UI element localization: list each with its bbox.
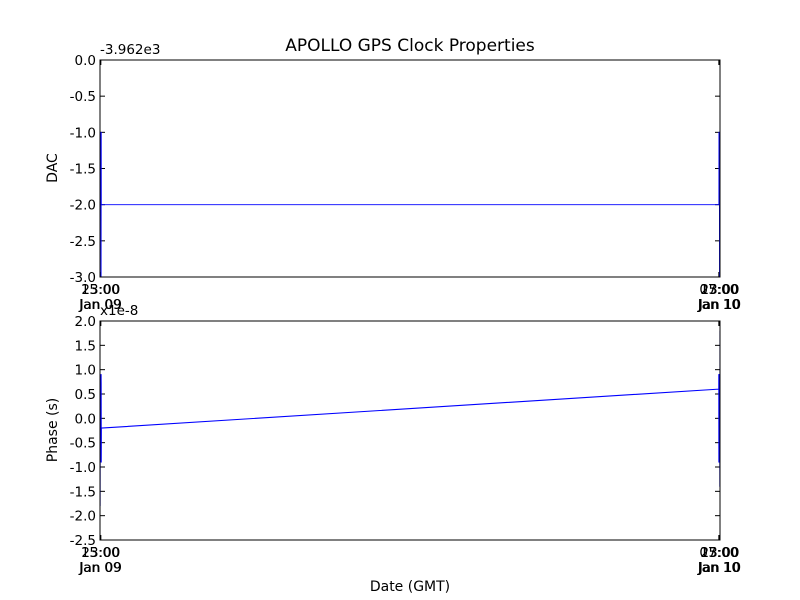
dac-y-axis-label: DAC: [45, 153, 61, 183]
phase-x-tick-time-label: 07:00: [699, 545, 738, 561]
phase-y-tick-label: -1.5: [70, 484, 96, 500]
phase-y-tick-label: -1.0: [70, 460, 96, 476]
dac-x-tick-date-label: Jan 09: [79, 297, 122, 313]
phase-y-tick-label: -0.5: [70, 436, 96, 452]
phase-panel: x1e-8 Phase (s) 2.0 1.5 1.0 0.5 0.0 -0.5 -1.0 -…: [45, 303, 741, 576]
phase-x-tick-time-label: 15:00: [700, 545, 739, 561]
phase-x-tick-date-label: Jan 09: [79, 560, 122, 576]
phase-x-tick-time-label: 15:00: [81, 545, 120, 561]
dac-x-tick-time-label: 07:00: [699, 282, 738, 298]
phase-y-tick-label: 1.0: [75, 363, 96, 379]
phase-y-tick-label: 0.5: [75, 387, 96, 403]
phase-x-tick-time-label: 23:00: [701, 545, 740, 561]
phase-offset-text: x1e-8: [100, 303, 138, 319]
dac-y-tick-label: -0.5: [70, 89, 96, 105]
phase-x-tick-date-label: Jan 10: [697, 560, 740, 576]
dac-y-tick-label: -1.0: [70, 125, 96, 141]
phase-y-tick-label: -2.5: [70, 533, 96, 549]
phase-plot-frame: [99, 320, 721, 541]
dac-x-tick-time-label: 23:00: [81, 282, 120, 298]
x-axis-label: Date (GMT): [370, 579, 450, 595]
dac-y-tick-label: 0.0: [75, 53, 96, 69]
phase-y-tick-label: -2.0: [70, 509, 96, 525]
dac-x-tick-time-label: 15:00: [81, 282, 120, 298]
dac-y-tick-label: -1.5: [70, 162, 96, 178]
phase-x-tick-date-label: Jan 10: [697, 560, 740, 576]
dac-x-tick-date-label: Jan 10: [697, 297, 740, 313]
dac-x-tick-time-label: 15:00: [700, 282, 739, 298]
dac-panel: -3.962e3 DAC 0.0 -0.5 -1.0 -1.5 -2.0 -2.5 -3.0…: [45, 42, 741, 313]
dac-offset-text: -3.962e3: [100, 42, 160, 58]
dac-x-tick-date-label: Jan 09: [78, 297, 121, 313]
dac-plot-frame: [99, 59, 721, 278]
dac-x-tick-date-label: Jan 10: [697, 297, 740, 313]
phase-y-tick-label: 1.5: [75, 338, 96, 354]
dac-y-tick-label: -2.5: [70, 234, 96, 250]
phase-x-tick-date-label: Jan 10: [698, 560, 741, 576]
dac-y-tick-label: -2.0: [70, 198, 96, 214]
phase-y-axis-label: Phase (s): [45, 398, 61, 462]
dac-y-tick-label: -3.0: [70, 270, 96, 286]
dac-x-tick-time-label: 23:00: [701, 282, 740, 298]
phase-y-tick-label: 0.0: [75, 411, 96, 427]
phase-x-tick-time-label: 23:00: [81, 545, 120, 561]
figure-title: APOLLO GPS Clock Properties: [285, 36, 535, 56]
dac-x-tick-date-label: Jan 10: [698, 297, 741, 313]
phase-y-tick-label: 2.0: [75, 314, 96, 330]
phase-x-tick-date-label: Jan 09: [78, 560, 121, 576]
